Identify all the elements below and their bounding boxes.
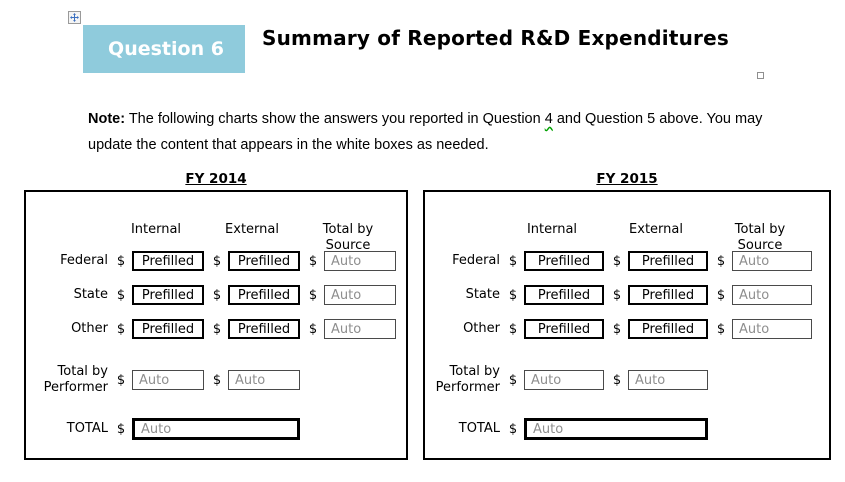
fy2015-row-federal: Federal $ Prefilled $ Prefilled $ Auto [425,244,829,278]
fy2014-header-internal: Internal [130,222,182,237]
fy2014-state-total-by-source-field: Auto [324,285,396,305]
fy2014-total-by-performer-internal-field: Auto [132,370,204,390]
fy2015-label-federal: Federal [452,253,500,268]
dollar-sign: $ [716,321,726,337]
fy2015-header-internal: Internal [526,222,578,237]
fy2014-header-row: $Internal $External $Total by Source [26,222,406,254]
fy2014-header-total-by-source: Total by Source [322,222,374,253]
fy2014-row-total: TOTAL $ Auto [26,412,406,446]
fy2014-state-external-field[interactable]: Prefilled [228,285,300,305]
dollar-sign: $ [212,287,222,303]
fy2015-panel: $Internal $External $Total by Source Fed… [423,190,831,460]
fy2014-row-total-by-performer: Total by Performer $ Auto $ Auto [26,356,406,404]
fy2015-header-total-by-source: Total by Source [734,222,786,253]
fy2015-federal-total-by-source-field: Auto [732,251,812,271]
fy2014-state-internal-field[interactable]: Prefilled [132,285,204,305]
fy2015-label-other: Other [463,321,500,336]
fy2015-title: FY 2015 [596,171,658,187]
fy2015-label-total: TOTAL [458,421,500,436]
question-badge: Question 6 [83,25,245,73]
fy2015-other-internal-field[interactable]: Prefilled [524,319,604,339]
dollar-sign: $ [508,287,518,303]
dollar-sign: $ [308,253,318,269]
fy2014-row-state: State $ Prefilled $ Prefilled $ Auto [26,278,406,312]
note-text: Note: The following charts show the answ… [88,106,804,158]
fy2015-federal-external-field[interactable]: Prefilled [628,251,708,271]
fy2014-panel: $Internal $External $Total by Source Fed… [24,190,408,460]
fy2014-label-total-by-performer: Total by Performer [43,364,108,395]
fy2015-state-total-by-source-field: Auto [732,285,812,305]
dollar-sign: $ [716,253,726,269]
dollar-sign: $ [116,321,126,337]
note-label: Note: [88,111,126,127]
dollar-sign: $ [212,372,222,388]
fy2015-row-other: Other $ Prefilled $ Prefilled $ Auto [425,312,829,346]
note-part1: The following charts show the answers yo… [125,111,545,127]
dollar-sign: $ [308,321,318,337]
dollar-sign: $ [612,287,622,303]
dollar-sign: $ [612,253,622,269]
fy2015-row-total-by-performer: Total by Performer $ Auto $ Auto [425,356,829,404]
dollar-sign: $ [308,287,318,303]
fy2014-total-by-performer-external-field: Auto [228,370,300,390]
fy2015-row-state: State $ Prefilled $ Prefilled $ Auto [425,278,829,312]
fy2015-label-total-by-performer: Total by Performer [435,364,500,395]
dollar-sign: $ [212,321,222,337]
object-anchor-handle[interactable] [757,72,764,79]
dollar-sign: $ [116,287,126,303]
fy2014-row-federal: Federal $ Prefilled $ Prefilled $ Auto [26,244,406,278]
dollar-sign: $ [508,253,518,269]
dollar-sign: $ [116,421,126,437]
note-part2: and Question 5 above. You may [552,111,763,127]
fy2014-label-state: State [73,287,108,302]
fy2015-state-internal-field[interactable]: Prefilled [524,285,604,305]
fy2014-other-internal-field[interactable]: Prefilled [132,319,204,339]
fy2015-header-external: External [629,222,683,237]
fy2015-row-total: TOTAL $ Auto [425,412,829,446]
dollar-sign: $ [116,253,126,269]
dollar-sign: $ [508,421,518,437]
fy2014-other-total-by-source-field: Auto [324,319,396,339]
move-handle[interactable] [68,11,81,24]
dollar-sign: $ [508,372,518,388]
dollar-sign: $ [612,321,622,337]
fy2015-state-external-field[interactable]: Prefilled [628,285,708,305]
page-title: Summary of Reported R&D Expenditures [262,26,729,50]
fy2015-label-state: State [465,287,500,302]
note-part3: update the content that appears in the w… [88,137,489,153]
fy2015-other-total-by-source-field: Auto [732,319,812,339]
fy2015-total-field: Auto [524,418,708,440]
fy2014-federal-internal-field[interactable]: Prefilled [132,251,204,271]
dollar-sign: $ [612,372,622,388]
fy2015-other-external-field[interactable]: Prefilled [628,319,708,339]
fy2014-other-external-field[interactable]: Prefilled [228,319,300,339]
dollar-sign: $ [716,287,726,303]
fy2014-label-federal: Federal [60,253,108,268]
fy2014-title: FY 2014 [185,171,247,187]
fy2014-total-field: Auto [132,418,300,440]
fy2014-header-external: External [225,222,279,237]
move-icon [70,13,79,22]
dollar-sign: $ [508,321,518,337]
fy2014-label-other: Other [71,321,108,336]
fy2014-federal-external-field[interactable]: Prefilled [228,251,300,271]
fy2015-federal-internal-field[interactable]: Prefilled [524,251,604,271]
fy2014-label-total: TOTAL [66,421,108,436]
grammar-flagged-number: 4 [544,111,553,127]
fy2014-federal-total-by-source-field: Auto [324,251,396,271]
fy2015-total-by-performer-internal-field: Auto [524,370,604,390]
fy2014-row-other: Other $ Prefilled $ Prefilled $ Auto [26,312,406,346]
fy2015-header-row: $Internal $External $Total by Source [425,222,829,254]
fy2015-total-by-performer-external-field: Auto [628,370,708,390]
dollar-sign: $ [212,253,222,269]
dollar-sign: $ [116,372,126,388]
